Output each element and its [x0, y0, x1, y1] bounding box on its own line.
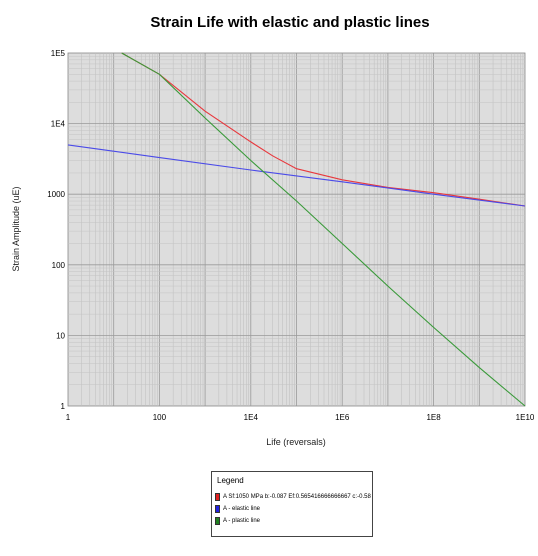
x-tick-label: 1 [66, 413, 71, 422]
legend-item-label: A - plastic line [223, 517, 261, 524]
x-axis-label: Life (reversals) [266, 437, 326, 447]
y-tick-label: 1E4 [51, 120, 66, 129]
series-line-2 [121, 52, 526, 407]
legend-item-label: A Sf:1050 MPa b:-0.087 Ef:0.565416666666… [223, 493, 371, 500]
y-tick-label: 10 [56, 331, 65, 340]
chart-title: Strain Life with elastic and plastic lin… [150, 14, 429, 31]
series-group [67, 52, 526, 407]
x-tick-label: 1E10 [516, 413, 535, 422]
y-tick-label: 1 [61, 402, 66, 411]
x-tick-label: 1E8 [426, 413, 441, 422]
y-tick-label: 100 [52, 261, 66, 270]
legend-item: A - plastic line [215, 516, 260, 525]
x-tick-label: 1E6 [335, 413, 350, 422]
x-axis-ticks: 1 100 1E4 1E6 1E8 1E10 [66, 413, 535, 422]
legend-swatch-blue [215, 504, 220, 513]
legend-item: A - elastic line [215, 504, 260, 513]
series-line-0 [121, 52, 526, 207]
x-tick-label: 100 [153, 413, 167, 422]
x-tick-label: 1E4 [244, 413, 259, 422]
series-line-1 [67, 144, 526, 207]
y-tick-label: 1000 [47, 190, 65, 199]
legend-swatch-red [215, 492, 220, 501]
legend-item: A Sf:1050 MPa b:-0.087 Ef:0.565416666666… [215, 492, 371, 501]
y-axis-ticks: 1 10 100 1000 1E4 1E5 [47, 49, 65, 411]
legend: Legend A Sf:1050 MPa b:-0.087 Ef:0.56541… [211, 471, 373, 537]
legend-title: Legend [217, 476, 244, 485]
y-tick-label: 1E5 [51, 49, 66, 58]
legend-item-label: A - elastic line [223, 505, 261, 512]
legend-swatch-green [215, 516, 220, 525]
y-axis-label: Strain Amplitude (uE) [11, 186, 21, 271]
